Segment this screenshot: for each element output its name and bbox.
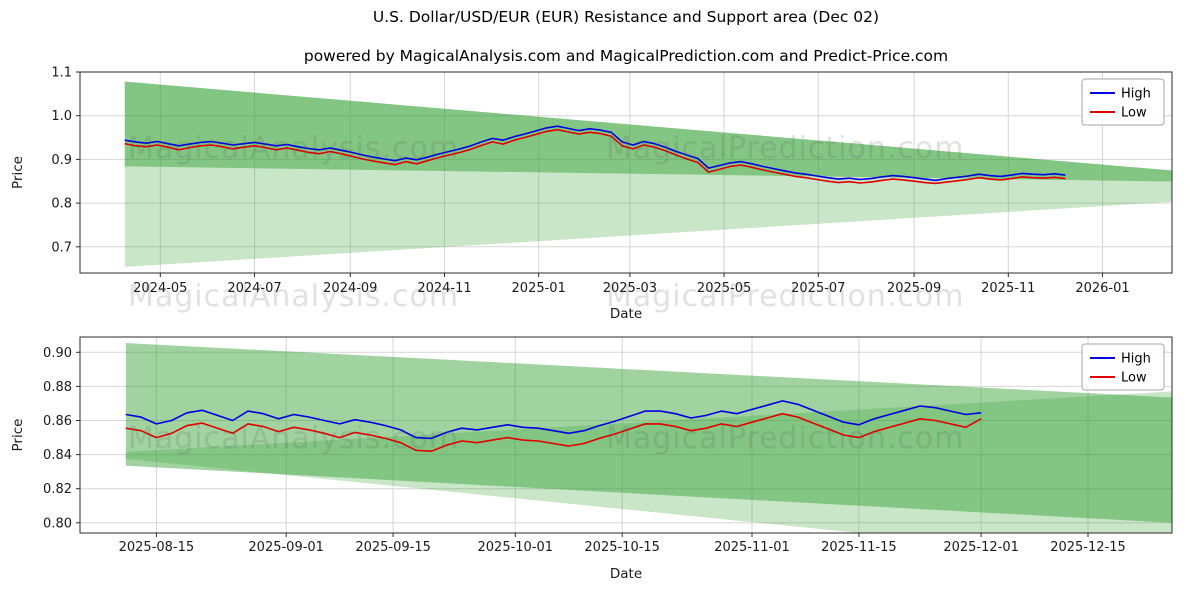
x-tick-label: 2025-12-01 — [943, 540, 1019, 555]
y-tick-label: 0.84 — [43, 448, 72, 463]
chart-1: 0.80 0.82 0.84 0.86 0.88 0.90 2025-08-15 2025-0… — [10, 336, 1173, 582]
y-tick-label: 1.1 — [51, 66, 72, 81]
resistance-area-band — [125, 343, 1172, 523]
low-line — [124, 128, 1066, 185]
y-tick-label: 0.86 — [43, 414, 72, 429]
x-tick-label: 2025-07 — [791, 281, 845, 296]
legend: High Low — [1081, 78, 1165, 126]
y-tick-label: 0.82 — [43, 482, 72, 497]
x-tick-label: 2025-09 — [887, 281, 941, 296]
legend-entry-high: High — [1121, 352, 1151, 367]
x-axis-label: Date — [610, 566, 642, 582]
support-area-band — [124, 81, 1172, 267]
x-tick-label: 2025-10-01 — [478, 540, 554, 555]
y-tick-label: 0.7 — [51, 240, 72, 255]
x-tick-label: 2024-05 — [133, 281, 187, 296]
x-tick-label: 2024-11 — [417, 281, 471, 296]
legend-entry-low: Low — [1121, 106, 1147, 121]
plot-border — [79, 71, 1173, 274]
x-tick-label: 2025-09-15 — [355, 540, 431, 555]
high-line — [124, 125, 1066, 182]
x-tick-label: 2025-03 — [603, 281, 657, 296]
y-tick-label: 1.0 — [51, 109, 72, 124]
x-tick-label: 2024-09 — [323, 281, 377, 296]
resistance-area-band — [124, 81, 1172, 182]
y-tick-label: 0.90 — [43, 346, 72, 361]
y-tick-label: 0.88 — [43, 380, 72, 395]
x-tick-label: 2025-10-15 — [584, 540, 660, 555]
support-area-band — [125, 391, 1172, 533]
y-axis-label: Price — [10, 419, 26, 452]
chart-title: U.S. Dollar/USD/EUR (EUR) Resistance and… — [372, 8, 880, 26]
legend-box — [1081, 343, 1165, 391]
chart-0: 0.7 0.8 0.9 1.0 1.1 2024-05 2024-07 2024-09 2024… — [10, 66, 1173, 322]
x-axis-label: Date — [610, 306, 642, 322]
legend-box — [1081, 78, 1165, 126]
y-tick-label: 0.8 — [51, 197, 72, 212]
x-tick-label: 2024-07 — [227, 281, 281, 296]
legend: High Low — [1081, 343, 1165, 391]
x-tick-label: 2025-09-01 — [248, 540, 324, 555]
x-tick-label: 2025-08-15 — [119, 540, 195, 555]
legend-entry-high: High — [1121, 87, 1151, 102]
y-axis-label: Price — [10, 156, 26, 189]
x-tick-label: 2025-11-15 — [821, 540, 897, 555]
x-tick-label: 2025-11 — [981, 281, 1035, 296]
x-tick-label: 2026-01 — [1075, 281, 1129, 296]
y-tick-label: 0.9 — [51, 153, 72, 168]
x-tick-label: 2025-12-15 — [1050, 540, 1126, 555]
x-tick-label: 2025-05 — [697, 281, 751, 296]
y-tick-label: 0.80 — [43, 516, 72, 531]
x-tick-label: 2025-11-01 — [714, 540, 790, 555]
chart-subtitle: powered by MagicalAnalysis.com and Magic… — [303, 47, 949, 65]
plot-border — [79, 336, 1173, 534]
legend-entry-low: Low — [1121, 371, 1147, 386]
x-tick-label: 2025-01 — [512, 281, 566, 296]
low-line — [125, 412, 982, 452]
high-line — [125, 400, 982, 440]
